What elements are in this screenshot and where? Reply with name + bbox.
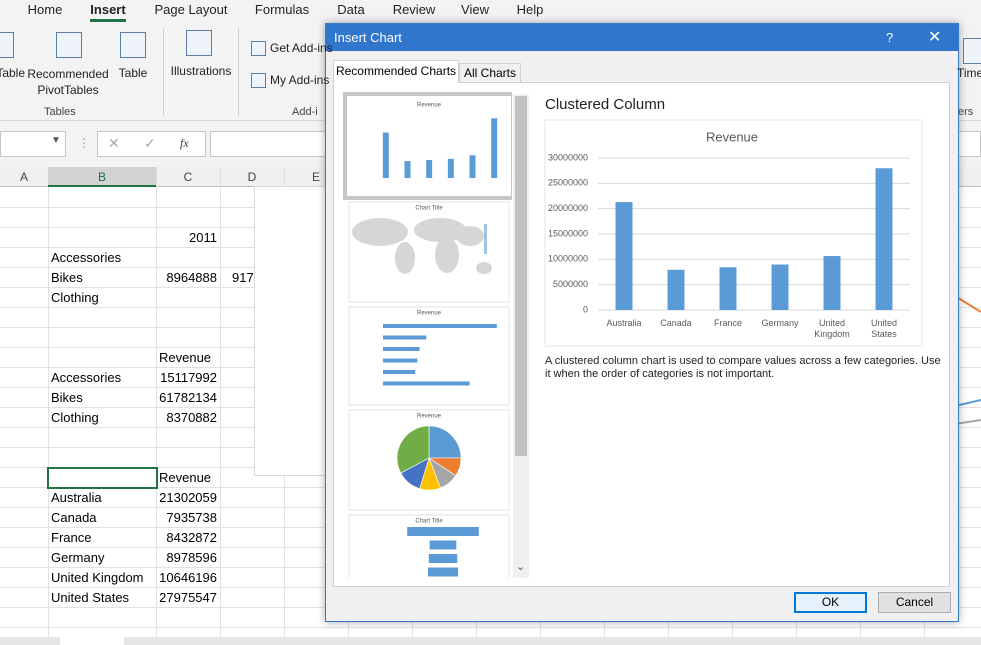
y-tick-label: 10000000 <box>548 254 588 264</box>
thumbnail[interactable]: Revenue <box>345 94 513 198</box>
thumbnail[interactable]: Revenue <box>349 307 509 405</box>
thumbnail-title: Chart Title <box>415 519 443 525</box>
map-land <box>352 218 408 246</box>
x-tick-label: United Kingdom <box>806 318 858 340</box>
x-tick-label: United States <box>858 318 910 340</box>
thumbnail-title: Revenue <box>417 414 442 420</box>
mini-bar <box>491 118 497 178</box>
group-label: Add-i <box>292 106 318 118</box>
bar <box>876 168 893 310</box>
funnel-bar <box>425 581 461 590</box>
mini-hbar <box>383 382 470 386</box>
ribbon-tab[interactable]: Formulas <box>242 2 322 17</box>
x-tick-label: Canada <box>650 318 702 329</box>
y-tick-label: 30000000 <box>548 152 588 162</box>
map-land <box>476 262 492 274</box>
mini-hbar <box>383 336 426 340</box>
bar <box>772 265 789 310</box>
mini-bar <box>426 160 432 178</box>
bar <box>720 267 737 310</box>
funnel-bar <box>407 527 479 536</box>
button-icon <box>56 32 82 58</box>
map-land <box>456 226 484 246</box>
chart-frame <box>545 120 922 346</box>
y-tick-label: 0 <box>583 304 588 314</box>
ribbon-button[interactable]: Illustrations <box>165 64 237 78</box>
funnel-bar <box>396 595 490 604</box>
ribbon-button[interactable]: My Add-ins <box>270 73 329 87</box>
button-icon <box>0 32 14 58</box>
mini-bar <box>448 159 454 178</box>
ribbon-button[interactable]: Table <box>103 66 163 80</box>
ribbon-tab[interactable]: Help <box>490 2 570 17</box>
thumbnail-selection <box>345 94 513 198</box>
button-icon <box>120 32 146 58</box>
bar <box>824 256 841 310</box>
y-tick-label: 5000000 <box>553 279 588 289</box>
active-tab-underline <box>90 19 126 22</box>
ribbon-tab[interactable]: Insert <box>68 2 148 17</box>
bar <box>616 202 633 310</box>
funnel-bar <box>430 541 457 550</box>
thumbnail-title: Revenue <box>417 103 442 109</box>
ribbon-button[interactable]: Table <box>0 66 25 80</box>
mini-bar <box>383 133 389 178</box>
thumbnail-title: Revenue <box>417 311 442 317</box>
x-tick-label: France <box>702 318 754 329</box>
group-label: ers <box>958 106 973 118</box>
button-icon <box>251 73 266 88</box>
thumbnail-frame <box>349 307 509 405</box>
mini-bar <box>470 155 476 178</box>
group-label: Tables <box>44 106 76 118</box>
button-icon <box>963 38 981 64</box>
ribbon-tab[interactable]: Page Layout <box>151 2 231 17</box>
ribbon-button[interactable]: Get Add-ins <box>270 41 333 55</box>
mini-bar <box>405 161 411 178</box>
ribbon-button[interactable]: Recommended PivotTables <box>23 66 113 98</box>
mini-hbar <box>383 370 415 374</box>
chart-title: Revenue <box>706 129 758 144</box>
thumbnail-list: Revenue Chart Title Revenue Revenue Chart Ti… <box>345 94 513 604</box>
funnel-bar <box>428 568 458 577</box>
ribbon-button[interactable]: Time <box>957 66 981 80</box>
map-land <box>435 237 459 273</box>
y-tick-label: 20000000 <box>548 203 588 213</box>
mini-hbar <box>383 359 417 363</box>
button-icon <box>186 30 212 56</box>
x-tick-label: Germany <box>754 318 806 329</box>
map-land <box>395 242 415 274</box>
y-tick-label: 15000000 <box>548 228 588 238</box>
thumbnail-title: Chart Title <box>415 206 443 212</box>
bar <box>668 270 685 310</box>
mini-hbar <box>383 347 420 351</box>
mini-hbar <box>383 324 497 328</box>
map-legend <box>484 224 487 254</box>
y-tick-label: 25000000 <box>548 178 588 188</box>
button-icon <box>251 41 266 56</box>
x-tick-label: Australia <box>598 318 650 329</box>
funnel-bar <box>429 554 457 563</box>
